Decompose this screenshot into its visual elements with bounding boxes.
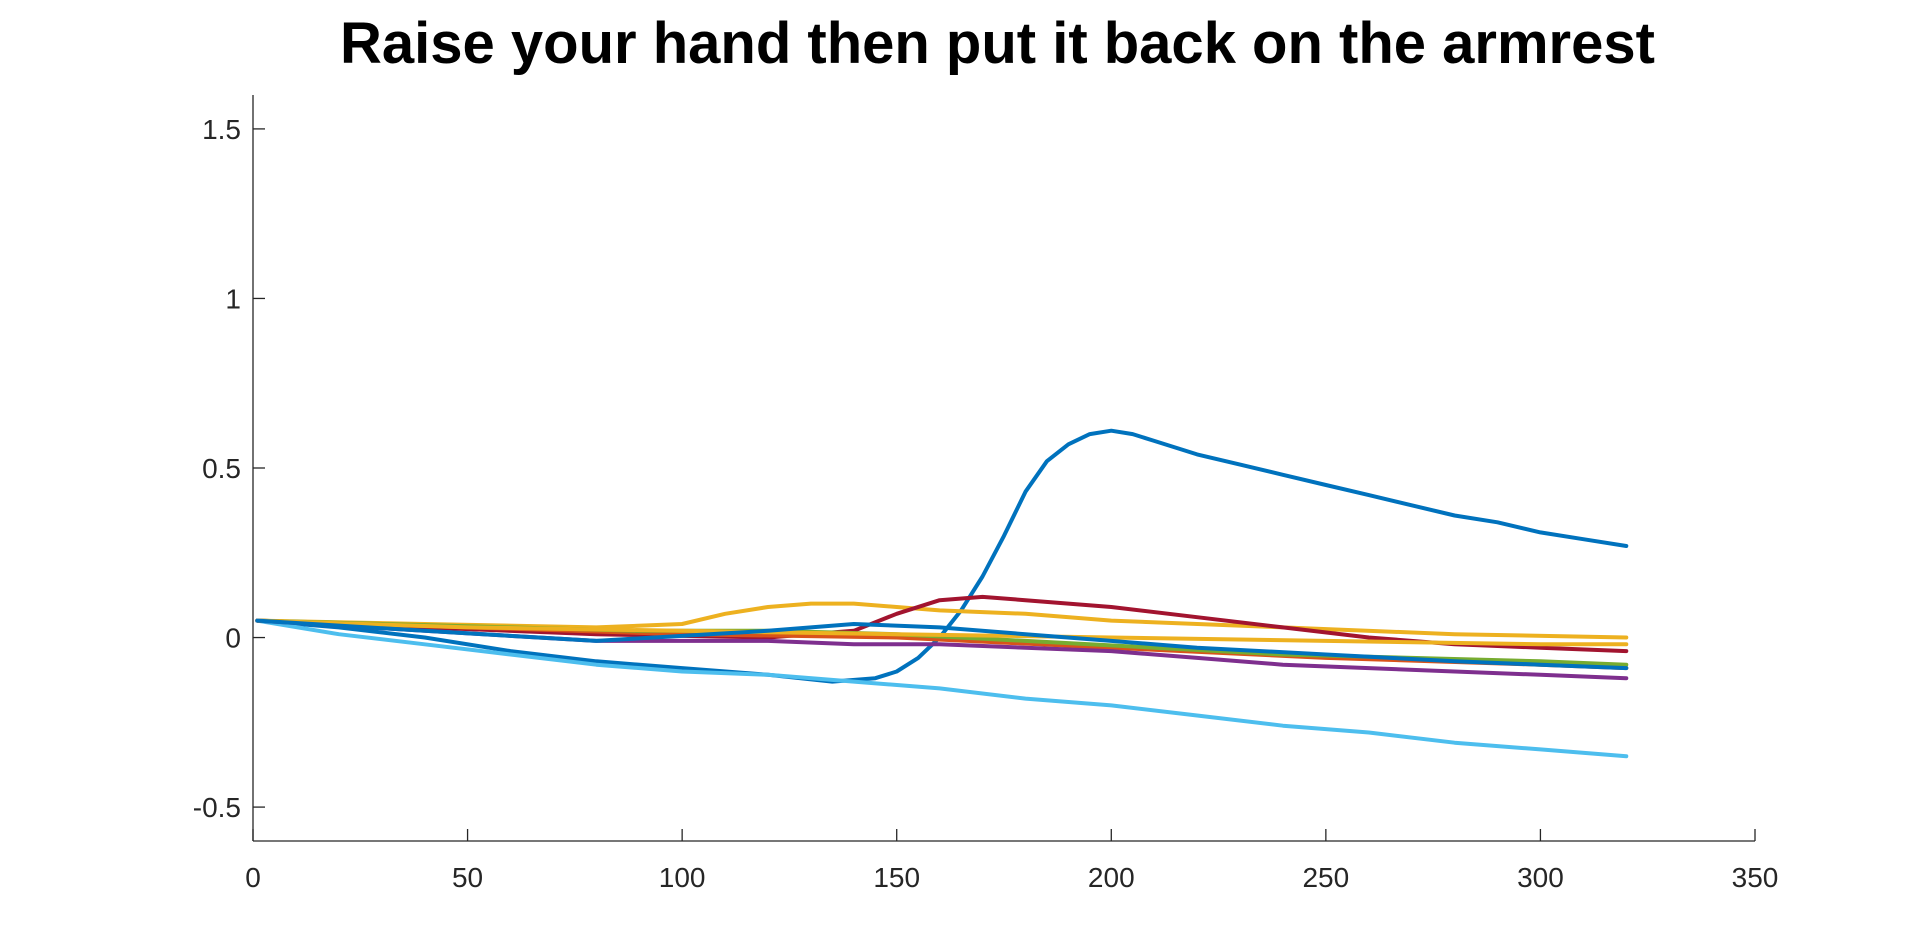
x-tick-label: 0: [245, 862, 261, 893]
series-line-8: [255, 618, 1629, 647]
series-line-1: [255, 428, 1629, 684]
y-tick-label: 0: [225, 623, 241, 654]
y-tick-label: 0.5: [202, 453, 241, 484]
y-tick-label: -0.5: [193, 792, 241, 823]
x-tick-label: 50: [452, 862, 483, 893]
x-tick-label: 250: [1302, 862, 1349, 893]
series-line-3: [255, 601, 1629, 640]
series-group: [255, 428, 1629, 759]
chart-title: Raise your hand then put it back on the …: [340, 11, 1655, 76]
x-tick-label: 350: [1732, 862, 1779, 893]
series-line-2: [255, 618, 1629, 759]
x-tick-label: 200: [1088, 862, 1135, 893]
y-tick-label: 1: [225, 283, 241, 314]
x-tick-label: 100: [659, 862, 706, 893]
axes: 0 50 100 150 200 250 300 350 -0.5 0 0.5 1 1.5: [193, 95, 1779, 893]
series-line-9: [255, 618, 1629, 671]
x-tick-label: 300: [1517, 862, 1564, 893]
x-tick-label: 150: [873, 862, 920, 893]
y-tick-label: 1.5: [202, 114, 241, 145]
